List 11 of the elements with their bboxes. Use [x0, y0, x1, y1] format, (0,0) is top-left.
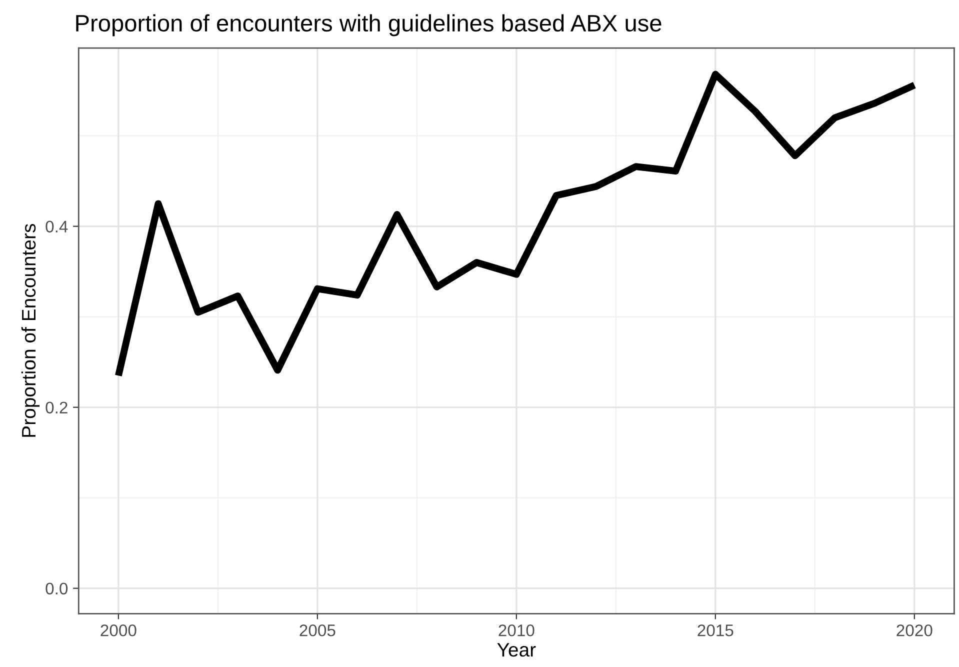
x-axis-title: Year — [497, 643, 536, 657]
x-tick-label: 2010 — [498, 624, 534, 636]
y-axis-title: Proportion of Encounters — [21, 224, 40, 437]
x-tick-label: 2000 — [100, 624, 136, 636]
x-tick-label: 2020 — [896, 624, 932, 636]
y-tick-label: 0.0 — [46, 582, 68, 595]
y-tick-label: 0.4 — [46, 220, 68, 233]
x-tick-label: 2005 — [300, 624, 336, 636]
x-tick-label: 2015 — [698, 624, 734, 636]
chart-title: Proportion of encounters with guidelines based ABX use — [76, 14, 662, 36]
y-tick-label: 0.2 — [46, 402, 68, 414]
